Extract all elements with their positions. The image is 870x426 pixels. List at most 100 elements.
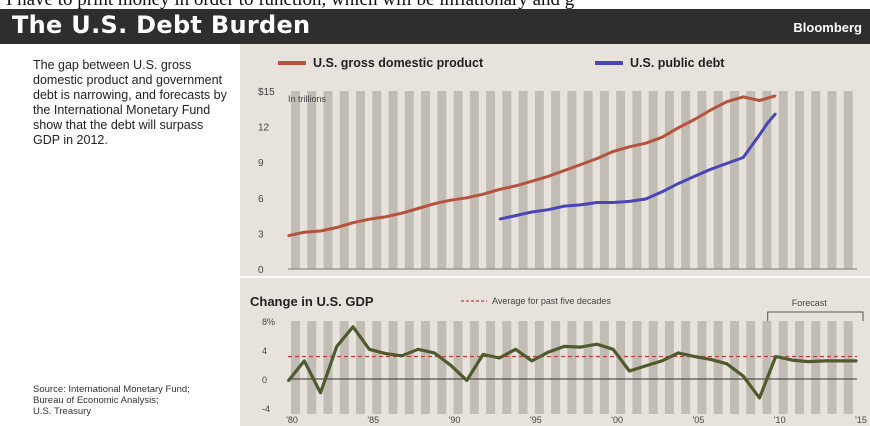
y-tick-label: 0 [258,265,264,276]
debt-point [563,205,566,207]
debt-point [726,162,728,165]
gdp-point [661,136,663,139]
gdp-point [774,94,777,97]
gdp-point [449,199,452,201]
gdp-change-point [547,351,549,353]
gdp-change-point [287,380,289,382]
gdp-point [466,197,468,199]
chart-panel: $15 12 9 6 3 0 In trillions U.S. gross domestic… [240,44,870,426]
gdp-point [579,163,582,166]
top-text: I have to print money in order to functi… [6,0,574,9]
gdp-y-tick-label: 4 [262,346,267,356]
gdp-point [384,215,387,218]
year-stripe [567,321,577,414]
year-stripe [453,91,463,269]
year-stripe [794,321,804,414]
year-stripe [827,91,837,269]
year-stripe [567,91,577,269]
gdp-change-point [335,345,338,348]
year-stripe [583,91,593,269]
year-stripe [291,91,300,269]
page-title: The U.S. Debt Burden [12,11,311,39]
year-stripe [551,321,561,414]
chart-separator [240,276,870,278]
year-stripe [827,321,837,414]
year-stripe [697,91,707,269]
x-tick-label: '10 [774,415,786,425]
x-tick-label: '00 [611,415,623,425]
gdp-point [514,185,517,187]
year-stripe [729,91,739,269]
gdp-y-tick-label: -4 [262,404,270,414]
top-text-fragment: I have to print money in order to functi… [0,0,870,9]
x-tick-label: '85 [367,415,379,425]
debt-point [498,218,501,220]
year-stripe [778,321,788,414]
charts-svg: $15 12 9 6 3 0 In trillions U.S. gross domestic… [240,56,870,425]
year-stripe [713,91,723,269]
year-stripe [811,91,821,269]
debt-point [612,201,614,204]
gdp-change-point [791,359,793,361]
x-tick-label: '90 [449,415,461,425]
year-stripe [551,91,561,269]
gdp-change-title: Change in U.S. GDP [250,294,374,309]
gdp-point [368,218,371,220]
gdp-change-point [823,360,826,362]
gdp-point [531,180,533,182]
year-stripe [307,321,317,414]
debt-point [758,134,761,136]
source-line: Source: International Monetary Fund; [33,384,190,395]
year-stripe [404,321,414,414]
year-stripe [291,321,300,414]
gdp-change-point [514,348,517,351]
gdp-change-point [303,360,306,362]
source-line: U.S. Treasury [33,406,92,417]
gdp-point [303,231,306,234]
gdp-change-point [644,365,647,367]
gdp-point [433,202,436,205]
year-stripe [697,321,707,414]
year-stripe [388,321,398,414]
year-stripe [534,321,544,414]
gdp-change-point [466,379,468,382]
gdp-point [498,188,501,191]
year-stripe [616,321,626,414]
y-tick-label: 12 [258,123,270,134]
gdp-point [677,126,679,129]
debt-point [596,201,598,204]
gdp-change-point [774,355,777,358]
x-tick-label: '15 [855,415,867,425]
average-legend-label: Average for past five decades [492,296,611,306]
gdp-change-point [709,358,712,361]
year-stripe [713,321,723,414]
debt-point [644,198,647,200]
gdp-change-point [531,360,533,362]
y-tick-label: 3 [258,229,264,240]
year-stripe [664,321,674,414]
year-stripe [453,321,463,414]
debt-point [661,191,663,193]
year-stripe [421,321,431,414]
year-stripe [762,91,772,269]
gdp-point [352,221,354,224]
year-stripe [616,91,626,269]
year-stripe [843,91,853,269]
gdp-change-point [758,397,761,399]
year-stripe [307,91,317,269]
debt-point [579,204,582,206]
forecast-bracket [767,311,864,321]
year-stripe [518,91,528,269]
legend-label: U.S. public debt [630,56,725,70]
y-tick-label: 6 [258,194,264,205]
gdp-change-point [693,355,696,358]
year-stripe [518,321,528,414]
gdp-point [335,226,338,229]
brand-label: Bloomberg [793,20,862,35]
gdp-y-tick-label: 0 [262,375,267,385]
year-stripe [404,91,414,269]
year-stripe [339,321,349,414]
left-panel: The gap between U.S. gross domestic prod… [0,44,240,426]
gdp-point [612,150,614,153]
debt-point [709,168,712,171]
